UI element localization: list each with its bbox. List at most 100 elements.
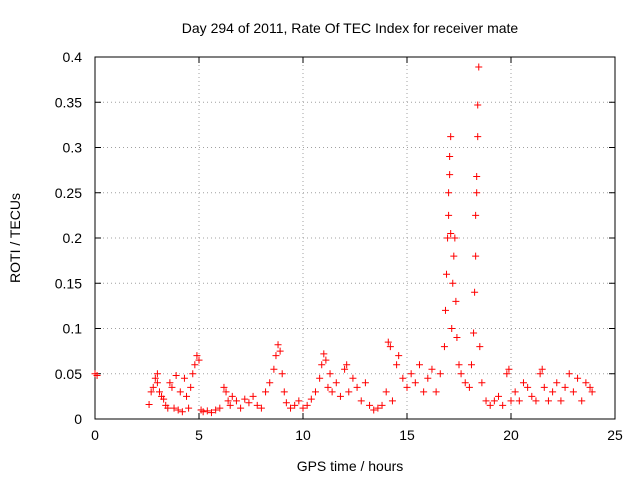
data-point (476, 343, 484, 351)
data-point (428, 365, 436, 373)
data-point (374, 404, 382, 412)
data-point (544, 397, 552, 405)
data-point (503, 370, 511, 378)
data-point (222, 388, 230, 396)
data-point (147, 388, 155, 396)
grid-lines (95, 57, 615, 419)
data-point (452, 297, 460, 305)
data-point (345, 388, 353, 396)
data-point (495, 392, 503, 400)
data-point (341, 365, 349, 373)
data-point (524, 383, 532, 391)
data-point (440, 343, 448, 351)
data-point (280, 388, 288, 396)
data-point (467, 361, 475, 369)
data-point (176, 388, 184, 396)
data-point (295, 397, 303, 405)
data-point (450, 252, 458, 260)
data-point (553, 379, 561, 387)
data-point (193, 352, 201, 360)
data-point (399, 374, 407, 382)
data-point (519, 379, 527, 387)
data-points (91, 63, 596, 417)
data-point (557, 397, 565, 405)
data-point (447, 229, 455, 237)
data-point (565, 370, 573, 378)
data-point (447, 133, 455, 141)
y-tick-label: 0.05 (55, 366, 82, 382)
data-point (199, 408, 207, 416)
data-point (316, 374, 324, 382)
data-point (444, 234, 452, 242)
data-point (303, 401, 311, 409)
data-point (382, 388, 390, 396)
data-point (473, 172, 481, 180)
data-point (436, 370, 444, 378)
data-point (393, 361, 401, 369)
data-point (549, 388, 557, 396)
y-axis-ticks: 0 0.05 0.1 0.15 0.2 0.25 0.3 0.35 0.4 (55, 49, 615, 427)
data-point (386, 343, 394, 351)
data-point (178, 408, 186, 416)
y-tick-label: 0.15 (55, 275, 82, 291)
data-point (170, 404, 178, 412)
data-point (388, 397, 396, 405)
data-point (195, 356, 203, 364)
data-point (245, 399, 253, 407)
data-point (220, 383, 228, 391)
data-point (207, 409, 215, 417)
data-point (475, 63, 483, 71)
data-point (249, 392, 257, 400)
data-point (445, 211, 453, 219)
y-tick-label: 0.4 (63, 49, 83, 65)
data-point (282, 399, 290, 407)
data-point (266, 379, 274, 387)
data-point (446, 153, 454, 161)
data-point (149, 383, 157, 391)
data-point (474, 101, 482, 109)
data-point (357, 397, 365, 405)
y-tick-label: 0.2 (63, 230, 83, 246)
data-point (311, 388, 319, 396)
data-point (180, 374, 188, 382)
data-point (586, 383, 594, 391)
data-point (189, 370, 197, 378)
data-point (528, 392, 536, 400)
data-point (384, 338, 392, 346)
data-point (411, 379, 419, 387)
data-point (145, 401, 153, 409)
data-point (588, 388, 596, 396)
data-point (453, 334, 461, 342)
data-point (472, 211, 480, 219)
data-point (168, 383, 176, 391)
data-point (582, 379, 590, 387)
data-point (370, 406, 378, 414)
data-point (326, 370, 334, 378)
data-point (561, 383, 569, 391)
data-point (407, 370, 415, 378)
data-point (432, 388, 440, 396)
data-point (457, 370, 465, 378)
data-point (257, 404, 265, 412)
data-point (470, 329, 478, 337)
data-point (361, 379, 369, 387)
data-point (461, 379, 469, 387)
data-point (287, 404, 295, 412)
x-axis-ticks: 0 5 10 15 20 25 (91, 57, 623, 443)
data-point (455, 361, 463, 369)
y-tick-label: 0 (74, 411, 82, 427)
data-point (262, 388, 270, 396)
data-point (232, 397, 240, 405)
data-point (343, 361, 351, 369)
y-tick-label: 0.1 (63, 321, 83, 337)
x-tick-label: 25 (607, 427, 623, 443)
data-point (328, 388, 336, 396)
data-point (415, 361, 423, 369)
data-point (322, 356, 330, 364)
data-point (532, 397, 540, 405)
x-axis-label: GPS time / hours (297, 458, 404, 474)
data-point (93, 372, 101, 380)
data-point (307, 395, 315, 403)
y-axis-label: ROTI / TECUs (7, 193, 23, 283)
